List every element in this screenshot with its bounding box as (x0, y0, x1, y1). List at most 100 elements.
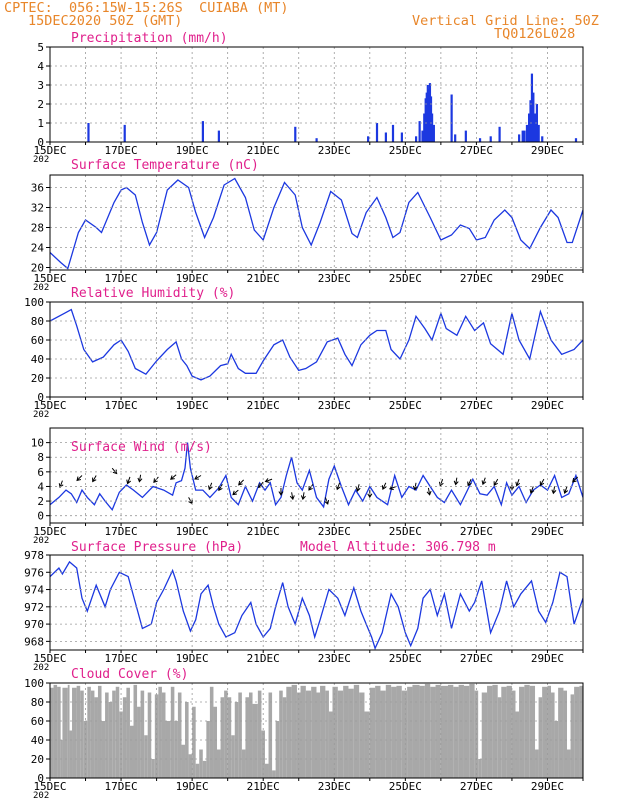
humidity-xtick-label-7: 29DEC (531, 399, 564, 412)
header-date: 15DEC2020 50Z (GMT) (28, 13, 183, 29)
cloud-bar-50 (227, 697, 232, 778)
humidity-year-cut: 202 (33, 410, 49, 420)
cloud-bar-53 (238, 692, 242, 778)
cloud-bar-81 (359, 692, 365, 778)
cloud-bar-95 (435, 684, 441, 778)
cloud-bar-48 (220, 697, 225, 778)
cloud-bar-33 (165, 721, 171, 778)
cloud-bar-4 (62, 687, 68, 778)
cloud-bar-87 (391, 686, 397, 778)
wind-xtick-label-2: 19DEC (176, 525, 209, 538)
cloud-cover-ytick-label-3: 60 (31, 715, 44, 728)
cloud-bar-42 (199, 749, 203, 778)
humidity-line (50, 308, 583, 381)
precip-bar-2 (201, 121, 204, 142)
cloud-bar-110 (511, 690, 516, 778)
temperature-xtick-label-1: 17DEC (105, 272, 138, 285)
temperature-xtick-label-6: 27DEC (460, 272, 493, 285)
cloud-bar-6 (69, 730, 73, 778)
precip-bar-23 (450, 94, 453, 142)
wind-xtick-label-5: 25DEC (389, 525, 422, 538)
cloud-bar-96 (440, 685, 448, 778)
precip-bar-28 (498, 126, 501, 142)
wind-arrow-28 (438, 478, 444, 487)
cloud-bar-23 (129, 725, 134, 778)
cloud-bar-14 (97, 685, 102, 778)
cloud-bar-68 (296, 692, 301, 778)
cloud-bar-123 (567, 749, 571, 778)
cloud-bar-126 (579, 685, 583, 778)
cloud-cover-xtick-label-1: 17DEC (105, 780, 138, 793)
cloud-bar-92 (419, 685, 425, 778)
wind-ytick-label-0: 0 (37, 510, 44, 523)
cloud-bar-78 (343, 685, 349, 778)
humidity-ytick-label-1: 20 (31, 372, 44, 385)
cloud-bar-5 (67, 684, 70, 778)
humidity-xtick-label-2: 19DEC (176, 399, 209, 412)
cloud-bar-7 (72, 687, 77, 778)
cloud-bar-99 (458, 684, 464, 778)
cloud-bar-0 (50, 687, 54, 778)
cloud-cover-xtick-label-2: 19DEC (176, 780, 209, 793)
wind-arrow-3 (111, 467, 118, 475)
cloud-bar-30 (154, 694, 159, 778)
temperature-ytick-label-2: 28 (31, 222, 44, 235)
cloud-cover-xtick-label-6: 27DEC (460, 780, 493, 793)
precip-bar-8 (384, 132, 387, 142)
cloud-bar-90 (407, 686, 413, 778)
cloud-bar-118 (547, 685, 552, 778)
cloud-bar-115 (535, 749, 539, 778)
pressure-xtick-label-1: 17DEC (105, 652, 138, 665)
cloud-bar-121 (558, 687, 564, 778)
cloud-bar-79 (348, 688, 354, 778)
cloud-bar-64 (279, 690, 283, 778)
cloud-cover-xtick-label-0: 15DEC (33, 780, 66, 793)
precip-bar-39 (537, 124, 540, 142)
temperature-ytick-label-4: 36 (31, 182, 44, 195)
cloud-bar-125 (574, 686, 580, 778)
wind-ytick-label-4: 8 (37, 451, 44, 464)
panel-cloud-cover: 0 20 40 60 80 100 15DEC 17DEC 19DEC 21DEC 23DEC 25D… (24, 667, 584, 800)
humidity-ytick-label-5: 100 (24, 296, 44, 309)
cloud-bar-18 (112, 690, 116, 778)
precipitation-year-cut: 202 (33, 155, 49, 165)
precip-bar-11 (414, 136, 418, 142)
cloud-bar-57 (252, 703, 258, 778)
wind-arrow-30 (467, 478, 472, 487)
precip-bar-29 (518, 134, 521, 142)
pressure-ytick-label-1: 970 (24, 618, 44, 631)
cloud-bar-46 (213, 706, 218, 778)
temperature-xtick-label-4: 23DEC (318, 272, 351, 285)
cloud-bar-55 (245, 697, 249, 778)
wind-arrow-24 (381, 482, 387, 491)
precip-bar-6 (367, 136, 370, 142)
wind-arrow-4 (126, 476, 131, 485)
wind-arrow-16 (278, 487, 284, 496)
pressure-ytick-label-2: 972 (24, 601, 44, 614)
cloud-bar-12 (90, 690, 95, 778)
precip-bar-14 (423, 113, 426, 142)
cloud-bar-37 (181, 744, 186, 778)
wind-ytick-label-3: 6 (37, 466, 44, 479)
wind-arrow-13 (238, 479, 245, 486)
precip-bar-22 (432, 124, 435, 142)
precip-bar-41 (574, 138, 578, 142)
cloud-bar-94 (430, 686, 436, 778)
precipitation-xtick-label-6: 27DEC (460, 144, 493, 157)
precip-bar-34 (529, 100, 532, 142)
temperature-ytick-label-1: 24 (31, 242, 45, 255)
cloud-bar-35 (174, 721, 178, 778)
precipitation-xtick-label-5: 25DEC (389, 144, 422, 157)
precip-bar-10 (400, 132, 403, 142)
cloud-bar-27 (144, 735, 148, 778)
precip-bar-36 (532, 92, 535, 142)
wind-arrow-2 (92, 475, 97, 483)
wind-arrow-29 (453, 477, 459, 486)
precipitation-ytick-label-3: 3 (37, 79, 44, 92)
humidity-xtick-label-5: 25DEC (389, 399, 422, 412)
precip-bar-30 (521, 130, 524, 142)
cloud-bar-26 (140, 690, 145, 778)
cloud-bar-43 (202, 760, 207, 778)
panel-pressure: 968 970 972 974 976 978 15DEC 17DEC 19DEC 21DEC 23… (24, 540, 584, 673)
cloud-bar-39 (188, 754, 193, 778)
